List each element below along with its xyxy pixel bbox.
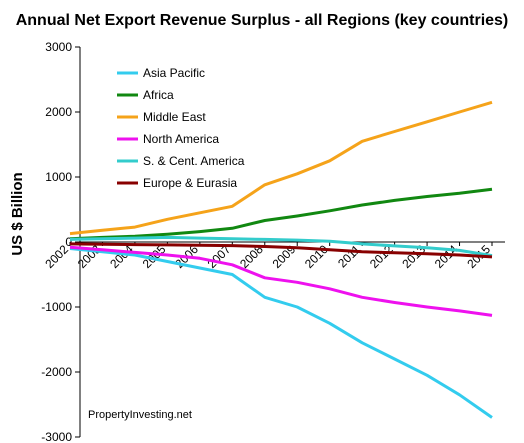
y-axis-ticks: -3000 -2000 -1000 0 1000 2000 3000 <box>41 40 80 443</box>
x-tick-label: 2004 <box>107 242 136 271</box>
x-tick-label: 2010 <box>302 242 331 271</box>
series-line-north-america <box>69 245 493 317</box>
x-tick-label: 2011 <box>335 242 363 270</box>
legend-entry: Europe & Eurasia <box>143 176 237 190</box>
y-tick-label: 3000 <box>45 40 72 54</box>
y-tick-label: 0 <box>65 235 72 249</box>
series-line-s-cent-america <box>69 235 493 258</box>
legend-entry: S. & Cent. America <box>143 154 245 168</box>
series-line-middle-east <box>69 100 493 236</box>
y-tick-label: 2000 <box>45 105 72 119</box>
source-note: PropertyInvesting.net <box>88 409 192 421</box>
series-line-africa <box>69 187 493 241</box>
x-tick-label: 2014 <box>432 242 461 271</box>
series-line-asia-pacific <box>69 247 493 419</box>
series-line-europe-eurasia <box>69 242 493 259</box>
legend: Asia Pacific Africa Middle East North Ameri… <box>117 66 245 190</box>
y-tick-label: -1000 <box>41 300 72 314</box>
legend-entry: Africa <box>143 88 174 102</box>
legend-entry: Middle East <box>143 110 206 124</box>
y-tick-label: 1000 <box>45 170 72 184</box>
legend-entry: Asia Pacific <box>143 66 205 80</box>
y-tick-label: -3000 <box>41 430 72 443</box>
y-tick-label: -2000 <box>41 365 72 379</box>
y-axis-label: US $ Billion <box>9 172 26 255</box>
x-tick-label: 2003 <box>75 242 104 271</box>
series-lines <box>69 100 493 419</box>
legend-entry: North America <box>143 132 219 146</box>
axes <box>79 47 505 437</box>
chart-title: Annual Net Export Revenue Surplus - all … <box>15 12 509 29</box>
